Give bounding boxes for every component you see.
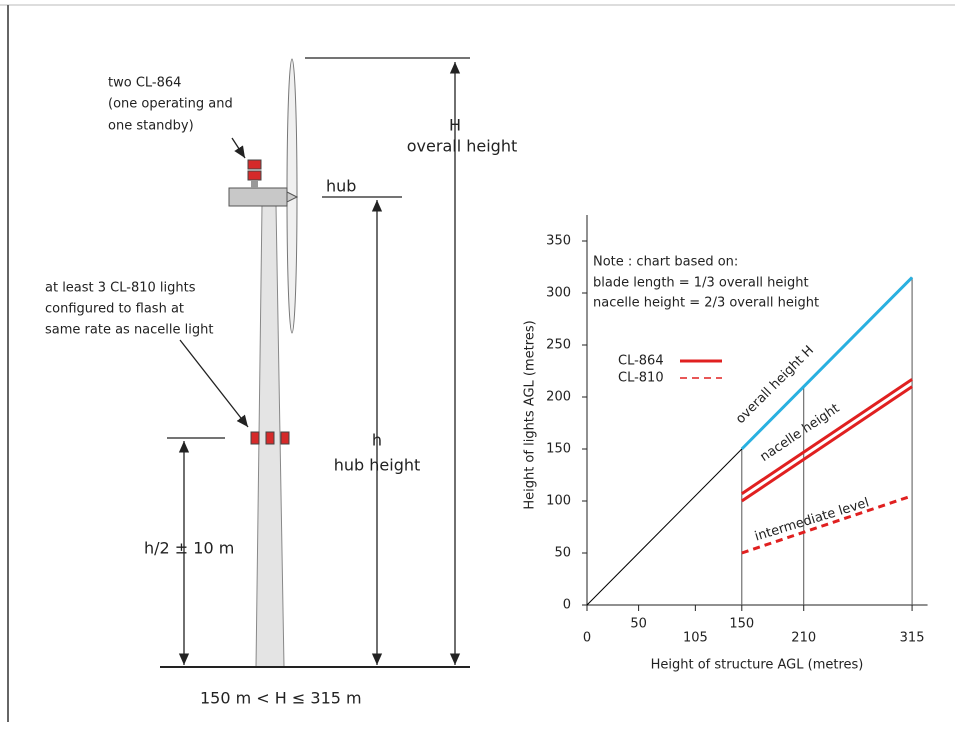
y-tick-label: 350 <box>546 234 571 249</box>
series-line <box>741 494 913 555</box>
label: 150 m < H ≤ 315 m <box>200 689 362 708</box>
label: (one operating and <box>108 97 233 112</box>
x-tick-label: 315 <box>900 631 925 646</box>
x-tick-label: 50 <box>630 617 647 632</box>
note: blade length = 1/3 overall height <box>593 276 809 291</box>
y-tick-label: 300 <box>546 286 571 301</box>
label: overall height <box>407 137 517 156</box>
series-line <box>740 378 913 495</box>
series-line <box>740 276 914 451</box>
note: nacelle height = 2/3 overall height <box>593 296 819 311</box>
y-tick-label: 0 <box>563 598 571 613</box>
y-tick-label: 250 <box>546 338 571 353</box>
light <box>265 431 275 445</box>
annotation: intermediate level <box>753 495 871 544</box>
label: same rate as nacelle light <box>45 323 213 338</box>
hub-cone <box>286 191 299 203</box>
label: one standby) <box>108 119 194 134</box>
light <box>247 159 262 170</box>
chart: Note : chart based on: blade length = 1/… <box>523 255 871 673</box>
y-tick-label: 200 <box>546 390 571 405</box>
light <box>250 431 260 445</box>
label: two CL-864 <box>108 76 181 91</box>
series-line <box>586 448 743 606</box>
legend-label: CL-810 <box>618 371 664 386</box>
x-tick-label: 210 <box>791 631 816 646</box>
light-base <box>251 180 258 188</box>
series-line <box>740 385 913 503</box>
label: H <box>449 116 461 135</box>
label: at least 3 CL-810 lights <box>45 281 196 296</box>
turbine <box>228 58 299 668</box>
y-tick-label: 100 <box>546 494 571 509</box>
x-axis-label: Height of structure AGL (metres) <box>651 658 864 673</box>
label: hub <box>326 177 356 196</box>
x-tick-label: 150 <box>729 617 754 632</box>
pointer <box>179 339 249 428</box>
label: h/2 ± 10 m <box>144 539 234 558</box>
label: hub height <box>334 456 421 475</box>
label: h <box>372 431 382 450</box>
light <box>280 431 290 445</box>
light <box>247 170 262 181</box>
y-tick-label: 150 <box>546 442 571 457</box>
nacelle <box>228 187 288 207</box>
x-tick-label: 105 <box>683 631 708 646</box>
pointer <box>231 137 246 159</box>
note: Note : chart based on: <box>593 255 738 270</box>
y-tick-label: 50 <box>554 546 571 561</box>
legend-label: CL-864 <box>618 354 664 369</box>
x-tick-label: 0 <box>583 631 591 646</box>
label: configured to flash at <box>45 302 184 317</box>
y-axis-label: Height of lights AGL (metres) <box>523 320 538 509</box>
